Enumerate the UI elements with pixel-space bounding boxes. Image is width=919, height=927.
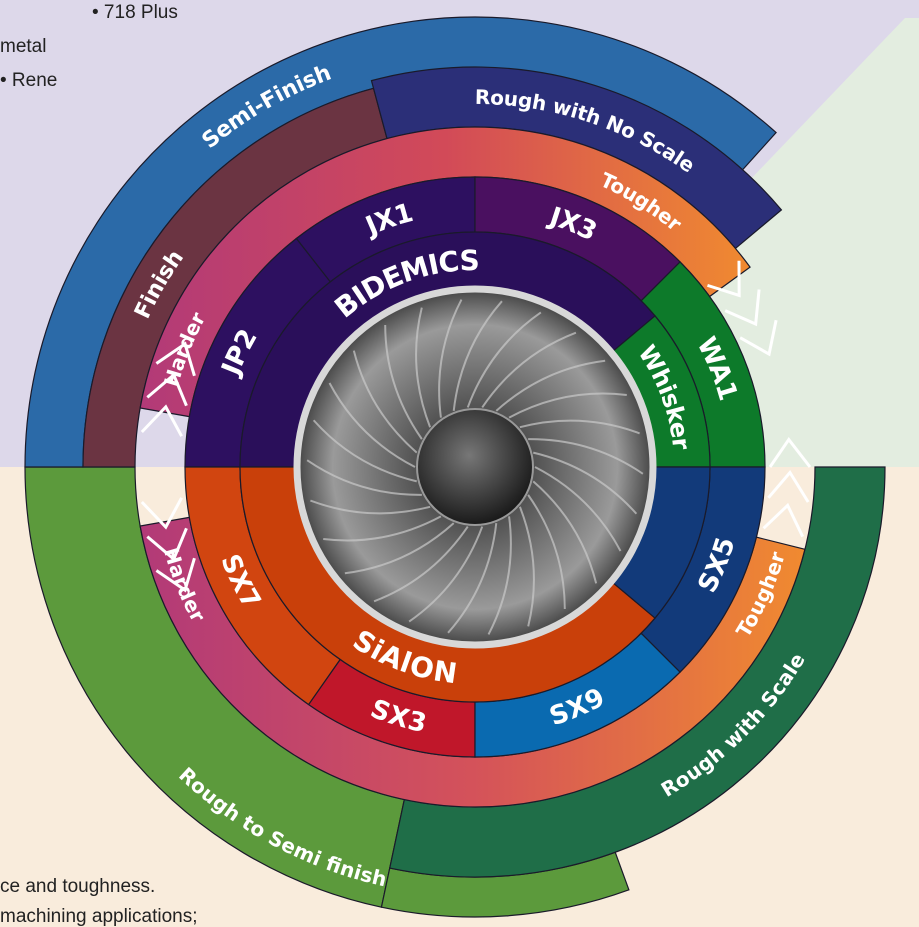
side-text: • Rene — [0, 70, 57, 91]
diagram: • 718 Plus metal • Rene ce and toughness… — [0, 0, 919, 927]
side-text: • 718 Plus — [92, 2, 178, 23]
side-text: metal — [0, 36, 46, 57]
page: {"partial_text": {"top_left": ["• 718 Pl… — [0, 0, 919, 927]
hub — [417, 409, 533, 525]
side-text: machining applications; — [0, 906, 198, 927]
side-text: ce and toughness. — [0, 876, 155, 897]
